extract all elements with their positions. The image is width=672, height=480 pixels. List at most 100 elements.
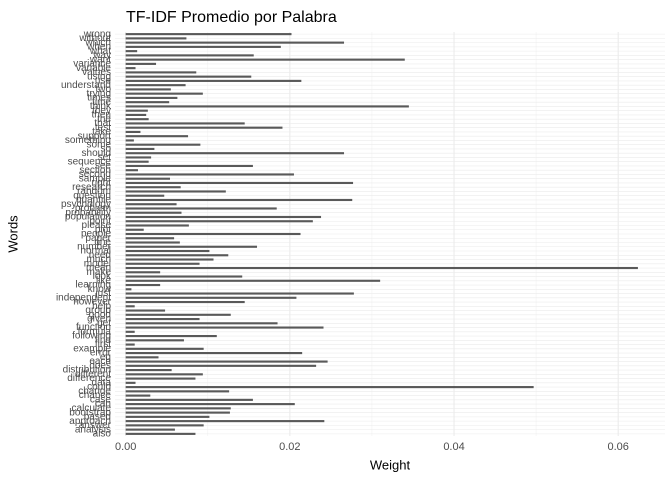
bar: [125, 352, 303, 355]
y-tick-label: case: [90, 394, 112, 405]
bar: [125, 339, 184, 342]
y-tick-label: the: [97, 114, 111, 125]
bar: [125, 398, 253, 401]
bar: [125, 198, 353, 202]
y-tick-label: difference: [67, 373, 111, 384]
y-tick-label: based: [84, 412, 111, 423]
y-tick-label: understand: [61, 80, 111, 91]
bar: [125, 67, 136, 70]
bar: [125, 428, 175, 431]
y-tick-label: test: [95, 122, 111, 133]
y-tick-label: so: [100, 144, 111, 155]
y-tick-label: section: [79, 165, 111, 176]
y-tick-label: much: [87, 254, 111, 265]
bar: [125, 113, 147, 116]
bar: [125, 105, 409, 108]
y-tick-label: formula: [78, 326, 112, 337]
bar: [125, 37, 187, 40]
y-tick-label: problem: [75, 203, 111, 214]
bar: [125, 283, 161, 287]
bar: [125, 147, 155, 151]
bar: [125, 203, 177, 206]
y-tick-label: find: [95, 335, 111, 346]
y-tick-label: get: [97, 318, 111, 329]
bar: [125, 305, 135, 308]
bar: [125, 228, 144, 231]
bar: [125, 224, 189, 227]
y-tick-label: learning: [75, 280, 111, 291]
y-tick-label: people: [81, 229, 111, 240]
y-tick-label: which: [84, 37, 111, 48]
y-tick-label: independent: [56, 292, 111, 303]
y-tick-label: example: [73, 343, 111, 354]
y-tick-label: calculate: [72, 403, 112, 414]
y-tick-label: take: [92, 127, 111, 138]
bar: [125, 309, 166, 312]
bar: [125, 122, 245, 125]
bar: [125, 254, 229, 257]
y-tick-label: wrong: [83, 29, 111, 40]
y-tick-label: data: [92, 377, 112, 388]
bar: [125, 420, 325, 423]
y-tick-label: bootstrap: [69, 407, 111, 418]
y-tick-label: chance: [79, 390, 112, 401]
y-tick-label: group: [85, 305, 111, 316]
y-tick-label: second: [79, 169, 111, 180]
bar: [125, 386, 534, 389]
y-tick-label: probability: [65, 207, 111, 218]
y-tick-label: following: [72, 331, 111, 342]
bar: [125, 381, 136, 384]
bar: [125, 164, 253, 168]
bar: [125, 84, 186, 87]
x-tick-label: 0.00: [115, 441, 136, 453]
bar: [125, 390, 230, 393]
chart-title: TF-IDF Promedio por Palabra: [126, 9, 337, 26]
bar: [125, 343, 135, 346]
bar: [125, 215, 322, 219]
y-tick-label: two: [95, 84, 111, 95]
y-tick-label: see: [95, 161, 112, 172]
y-tick-label: however: [73, 297, 111, 308]
y-tick-label: could: [87, 382, 111, 393]
bar: [125, 377, 196, 380]
bar: [125, 118, 149, 121]
bar: [125, 237, 175, 240]
bar: [125, 232, 301, 236]
y-tick-label: point: [89, 216, 111, 227]
y-tick-label: model: [84, 258, 111, 269]
y-tick-label: different: [75, 369, 111, 380]
bar: [125, 130, 141, 133]
y-tick-label: psychology: [61, 199, 111, 210]
y-tick-label: what: [89, 46, 111, 57]
bar: [125, 194, 165, 197]
y-tick-label: answer: [79, 420, 112, 431]
bar: [125, 249, 210, 253]
y-tick-label: without: [78, 33, 111, 44]
y-tick-label: please: [82, 220, 112, 231]
bar: [125, 143, 201, 146]
y-tick-label: right: [92, 178, 112, 189]
y-tick-label: mean: [86, 263, 111, 274]
bar: [125, 173, 294, 176]
y-tick-label: number: [77, 241, 112, 252]
bar: [125, 364, 317, 367]
bar: [125, 220, 313, 223]
bar: [125, 190, 226, 193]
y-axis-label: Words: [5, 215, 20, 253]
y-tick-label: need: [89, 250, 111, 261]
bar: [125, 369, 172, 372]
bar: [125, 335, 217, 338]
bar: [125, 275, 243, 278]
y-tick-label: does: [89, 360, 111, 371]
y-tick-label: way: [92, 50, 111, 61]
y-tick-label: research: [72, 182, 111, 193]
y-tick-label: variance: [73, 59, 111, 70]
bar: [125, 245, 258, 248]
y-tick-label: eg: [100, 352, 111, 363]
bar: [125, 288, 132, 291]
y-tick-label: look: [93, 271, 112, 282]
y-tick-label: support: [78, 131, 112, 142]
bar: [125, 373, 203, 376]
y-tick-label: can: [95, 399, 111, 410]
